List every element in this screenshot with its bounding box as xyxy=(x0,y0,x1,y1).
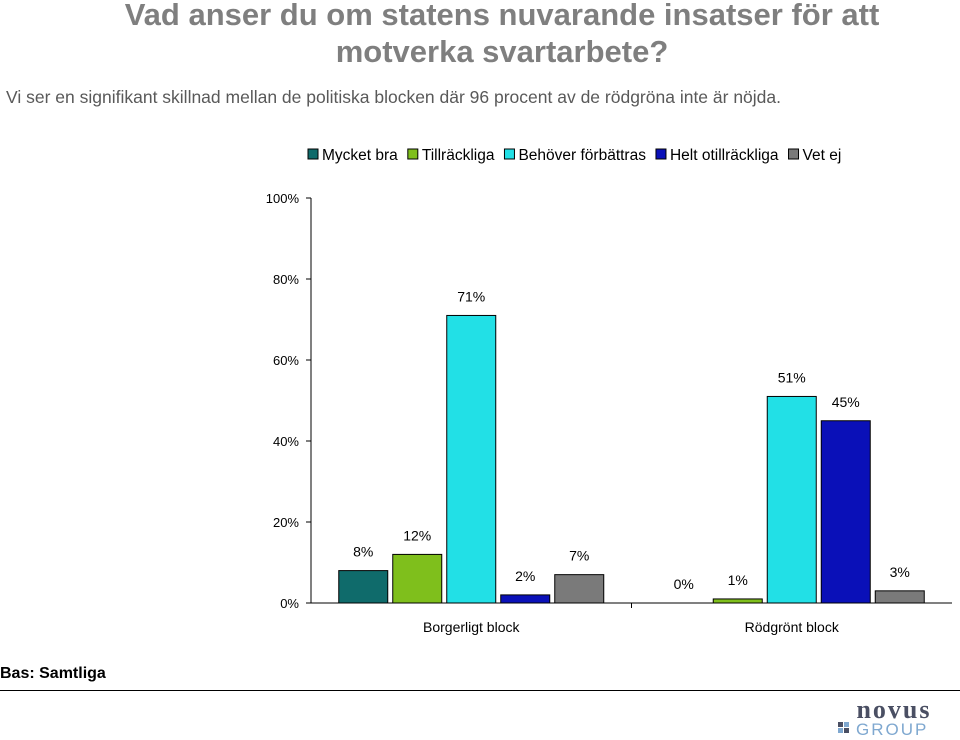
bar xyxy=(446,314,497,604)
bar xyxy=(874,590,925,604)
y-tick-label: 100% xyxy=(266,191,300,206)
y-tick-label: 0% xyxy=(280,596,299,611)
chart-title: Vad anser du om statens nuvarande insats… xyxy=(124,0,880,69)
y-tick-label: 60% xyxy=(273,353,299,368)
data-label: 12% xyxy=(403,527,431,543)
legend-swatch xyxy=(307,148,319,160)
bar xyxy=(712,598,763,604)
legend-label: Behöver förbättras xyxy=(518,147,646,164)
legend-swatch xyxy=(503,148,515,160)
category-label: Rödgrönt block xyxy=(745,619,840,635)
legend-swatch xyxy=(655,148,667,160)
legend-label: Mycket bra xyxy=(322,147,398,164)
legend-label: Vet ej xyxy=(803,147,842,164)
data-label: 1% xyxy=(728,572,748,588)
bar xyxy=(766,395,817,604)
bar xyxy=(500,594,551,604)
data-label: 51% xyxy=(778,369,806,385)
data-label: 8% xyxy=(353,544,373,560)
svg-text:GROUP: GROUP xyxy=(856,720,928,738)
bar xyxy=(338,570,389,604)
chart-subtitle: Vi ser en signifikant skillnad mellan de… xyxy=(6,87,781,107)
data-label: 71% xyxy=(457,288,485,304)
data-label: 2% xyxy=(515,568,535,584)
divider xyxy=(0,690,960,691)
legend-swatch xyxy=(407,148,419,160)
data-label: 0% xyxy=(674,576,694,592)
data-label: 45% xyxy=(832,394,860,410)
category-label: Borgerligt block xyxy=(423,619,520,635)
y-tick-label: 80% xyxy=(273,272,299,287)
base-note: Bas: Samtliga xyxy=(0,665,106,682)
svg-text:novus: novus xyxy=(856,696,931,724)
legend-label: Tillräckliga xyxy=(422,147,495,164)
bar xyxy=(392,553,443,604)
legend-swatch xyxy=(788,148,800,160)
y-tick-label: 20% xyxy=(273,515,299,530)
novus-logo: novus GROUP xyxy=(838,696,931,738)
data-label: 7% xyxy=(569,548,589,564)
y-tick-label: 40% xyxy=(273,434,299,449)
bar-chart: 0% 20% 40% 60% 80% 100% 8% 12% 71% 2% 7% Borgerligt… xyxy=(266,147,952,635)
legend-label: Helt otillräckliga xyxy=(670,147,779,164)
bar xyxy=(820,420,871,604)
bar xyxy=(554,574,605,604)
data-label: 3% xyxy=(890,564,910,580)
